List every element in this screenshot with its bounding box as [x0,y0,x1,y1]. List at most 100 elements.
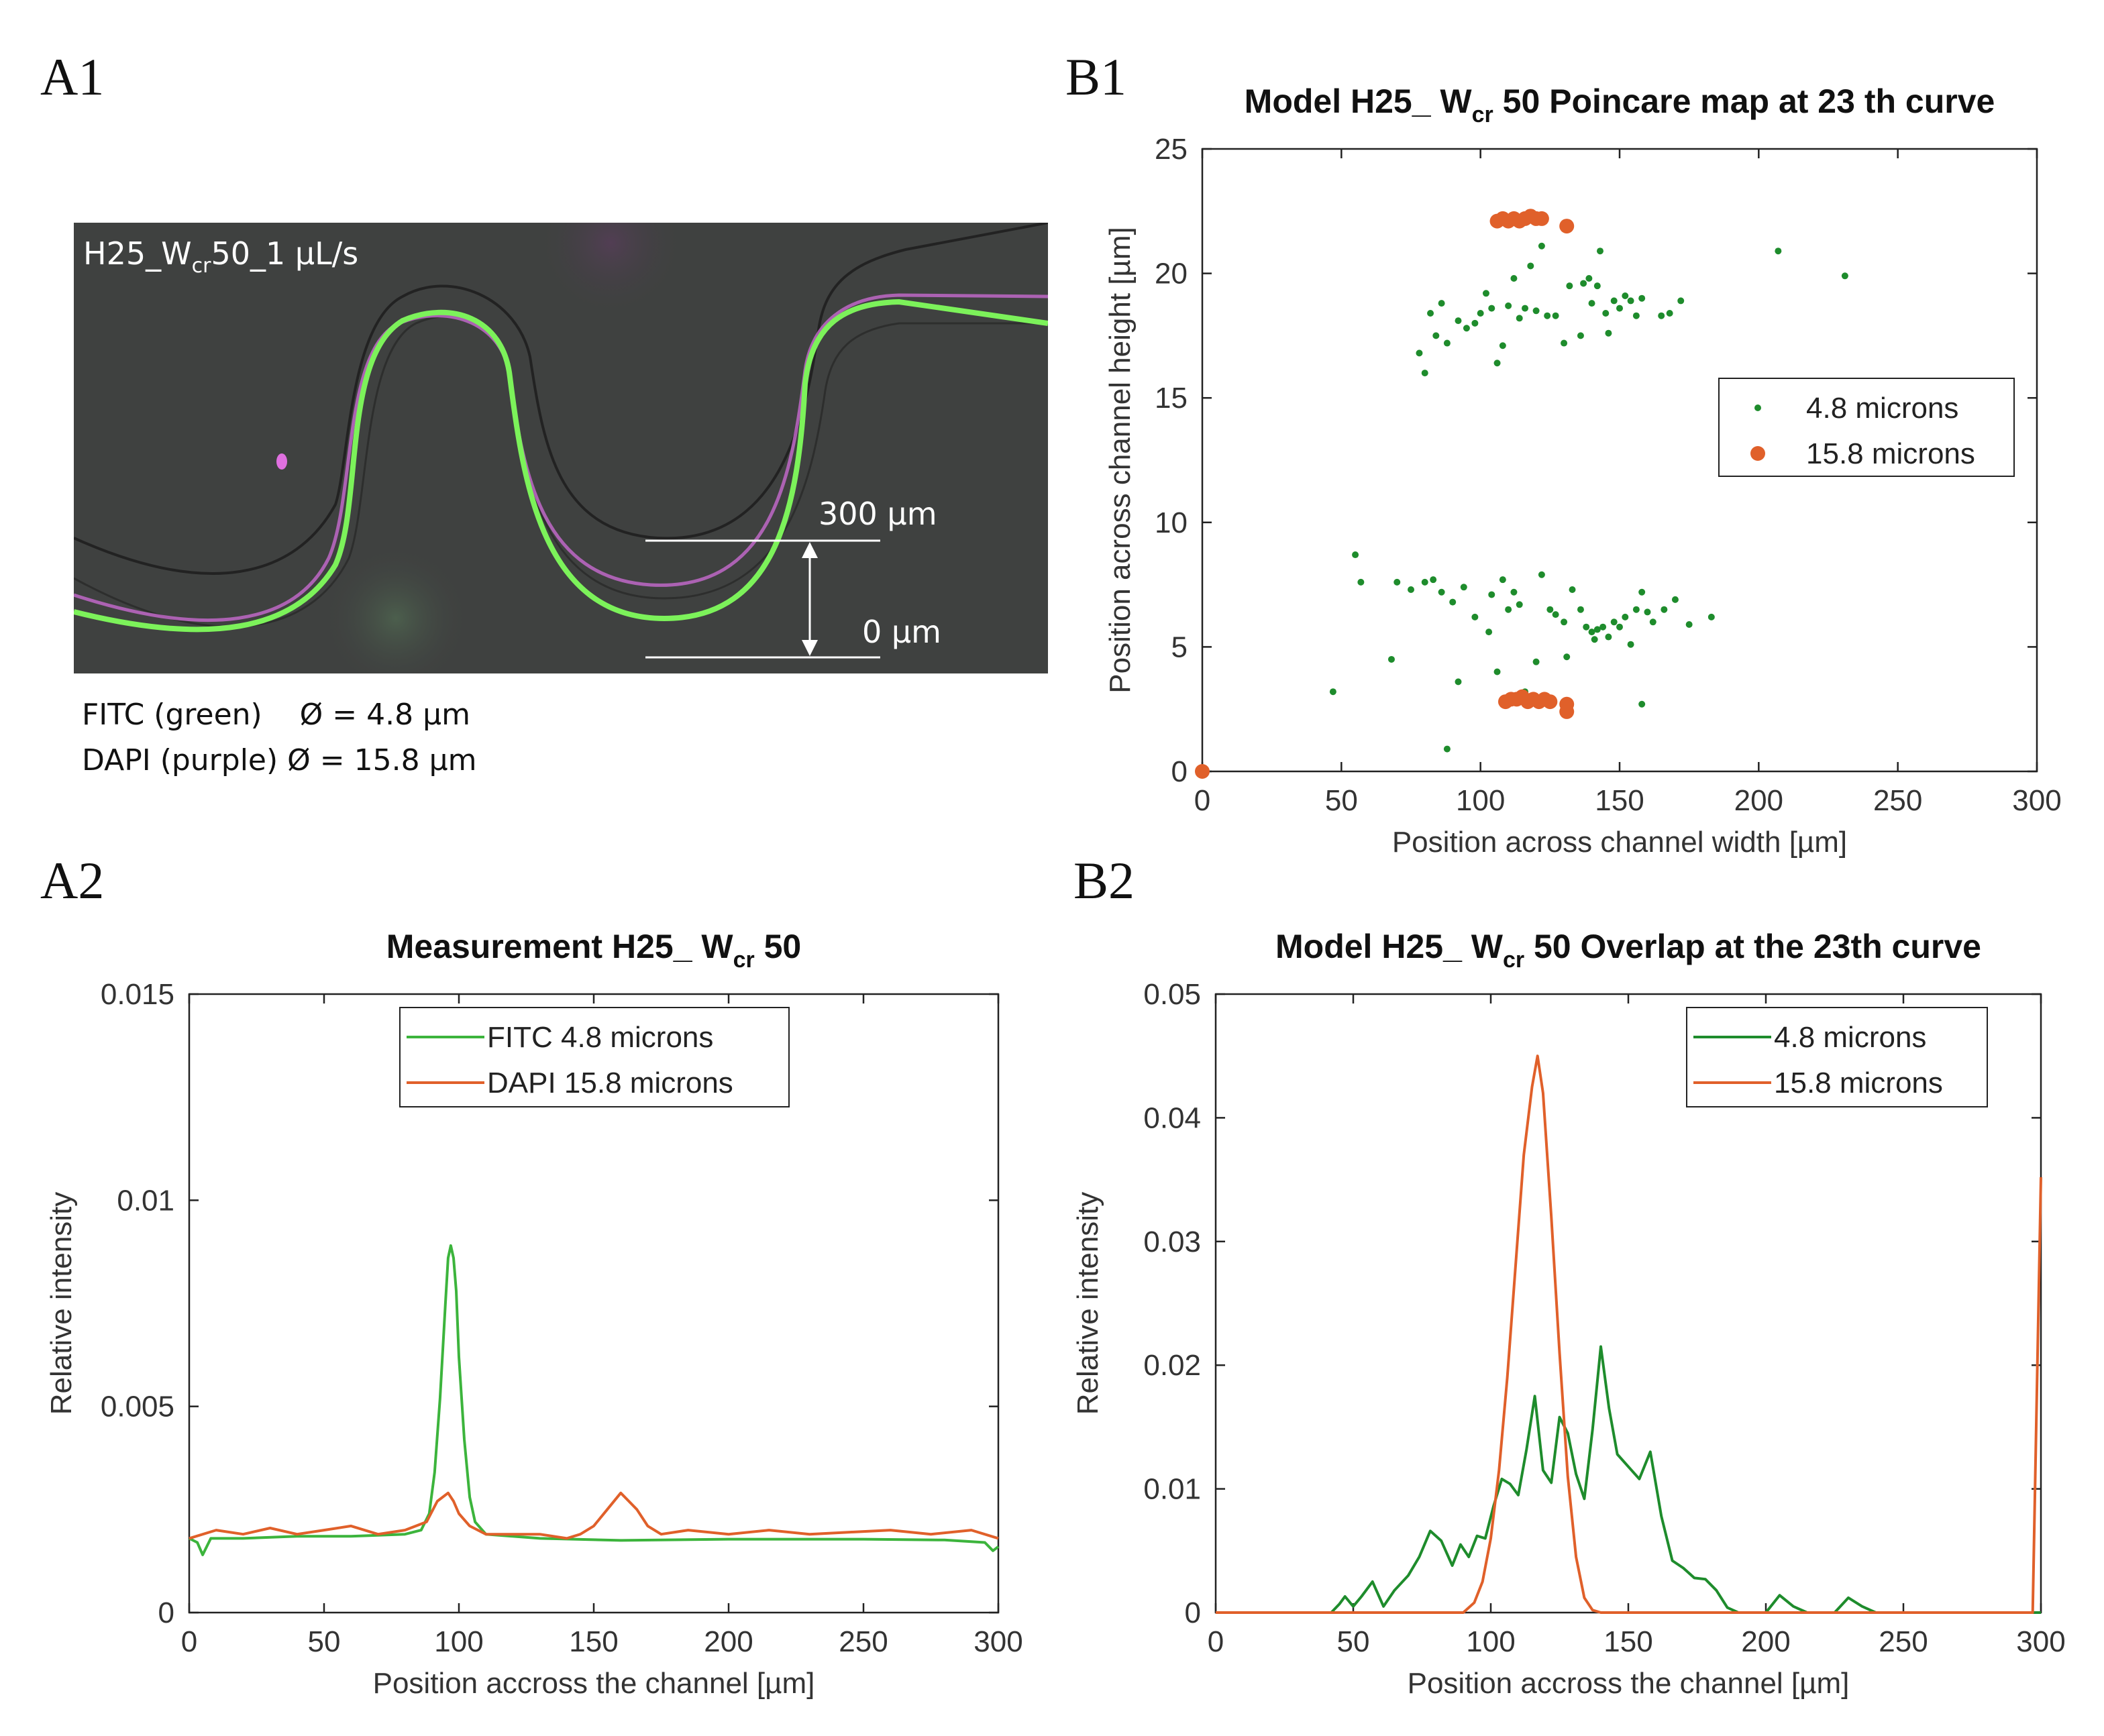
b1-point-small [1661,606,1668,613]
b2-legend-label: 4.8 microns [1774,1021,1926,1054]
b2-title: Model H25_ Wcr 50 Overlap at the 23th cu… [1275,928,1981,973]
b1-legend-label: 15.8 microns [1806,437,1975,470]
b1-point-small [1593,282,1601,290]
b1-legend-marker [1754,404,1761,411]
a2-ytick-label: 0.01 [117,1184,174,1217]
b1-point-small [1516,601,1523,608]
b1-point-small [1477,309,1484,317]
b1-point-small [1499,342,1506,349]
b1-point-small [1544,312,1551,319]
a2-legend-box [399,1007,790,1107]
b2-xtick-label: 300 [2016,1625,2065,1658]
b2-ytick-label: 0 [1185,1596,1201,1629]
b1-point-small [1616,623,1623,631]
b1-point-small [1455,317,1462,325]
b1-point-small [1593,626,1601,633]
b1-point-small [1666,309,1673,317]
b1-point-small [1505,606,1512,613]
b1-point-large [1559,704,1575,719]
micro-scale-bottom: 0 µm [862,614,941,650]
b2-xtick-label: 200 [1741,1625,1790,1658]
micro-label-sub: cr [192,254,211,278]
b2-xtick-label: 150 [1603,1625,1652,1658]
b1-point-small [1552,312,1559,319]
b1-xtick-label: 200 [1734,784,1783,817]
b1-point-small [1644,608,1651,616]
a2-xtick-label: 250 [839,1625,888,1658]
b1-xlabel: Position across channel width [µm] [1392,826,1847,859]
b2-series-line-1 [1216,1054,2042,1614]
b1-point-small [1580,280,1587,287]
b1-point-small [1438,588,1445,596]
b1-point-small [1471,613,1479,620]
svg-text:H25_Wcr50_1 µL/s: H25_Wcr50_1 µL/s [83,235,358,278]
b1-title: Model H25_ Wcr 50 Poincare map at 23 th … [1245,83,1995,127]
b1-point-small [1522,305,1529,312]
b1-point-small [1638,588,1646,596]
b1-point-small [1566,282,1573,290]
b1-point-small [1408,586,1414,594]
b2-series-line-0 [1216,1345,2041,1614]
b1-xtick-label: 100 [1456,784,1505,817]
b1-point-small [1596,248,1603,255]
b1-point-small [1432,332,1440,339]
a2-title: Measurement H25_ Wcr 50 [386,928,802,973]
b1-point-small [1427,309,1434,317]
b1-legend-marker [1750,446,1765,461]
b1-ytick-label: 10 [1155,506,1188,539]
b1-point-small [1561,618,1568,626]
b2-ytick-label: 0.03 [1143,1226,1201,1258]
b1-point-small [1610,618,1618,626]
b1-point-small [1532,658,1540,665]
b2-ytick-label: 0.04 [1143,1101,1201,1134]
b1-point-small [1638,700,1646,708]
b1-point-small [1421,578,1428,586]
b1-point-small [1460,584,1467,591]
a2-xtick-label: 300 [974,1625,1022,1658]
b1-point-small [1443,745,1451,753]
b1-point-small [1438,300,1445,307]
b1-ytick-label: 5 [1171,631,1188,663]
b1-point-large [1195,764,1210,779]
b2-xtick-label: 0 [1208,1625,1224,1658]
a2-xtick-label: 150 [569,1625,618,1658]
b1-point-small [1488,305,1495,312]
b1-xtick-label: 50 [1325,784,1358,817]
b1-point-small [1532,307,1540,315]
b1-point-small [1622,613,1629,620]
b1-point-small [1329,688,1336,696]
b1-point-large [1534,211,1549,226]
b1-ytick-label: 15 [1155,382,1188,415]
b1-point-small [1658,312,1665,319]
b1-point-small [1488,591,1495,598]
b1-point-small [1602,309,1610,317]
b1-point-small [1485,629,1493,636]
b1-point-small [1588,300,1595,307]
b2-xlabel: Position accross the channel [µm] [1408,1667,1850,1700]
b1-point-small [1552,611,1559,618]
b1-ytick-label: 0 [1171,755,1188,788]
b1-xtick-label: 300 [2012,784,2061,817]
b1-point-small [1585,275,1593,282]
micro-label-main: H25_W [83,235,192,272]
b1-point-small [1499,576,1506,584]
b1-point-small [1421,370,1428,377]
panel-label-a2: A2 [40,851,105,910]
b2-legend-box [1686,1007,1988,1107]
b1-point-small [1588,629,1595,636]
micro-scale-top: 300 µm [819,496,937,532]
b1-point-small [1707,613,1715,620]
b1-point-small [1591,636,1598,643]
b1-point-small [1482,290,1489,297]
b1-point-small [1538,571,1545,578]
b1-point-small [1471,319,1479,327]
b1-point-small [1671,596,1679,603]
b1-point-small [1352,551,1359,559]
a2-series-line-0 [189,1244,1000,1556]
a2-xlabel: Position accross the channel [µm] [373,1667,815,1700]
b2-ytick-label: 0.02 [1143,1349,1201,1382]
b2-ytick-label: 0.01 [1143,1473,1201,1506]
b1-legend-label: 4.8 microns [1806,392,1958,425]
a2-ytick-label: 0.015 [101,978,174,1011]
b1-point-small [1577,606,1584,613]
